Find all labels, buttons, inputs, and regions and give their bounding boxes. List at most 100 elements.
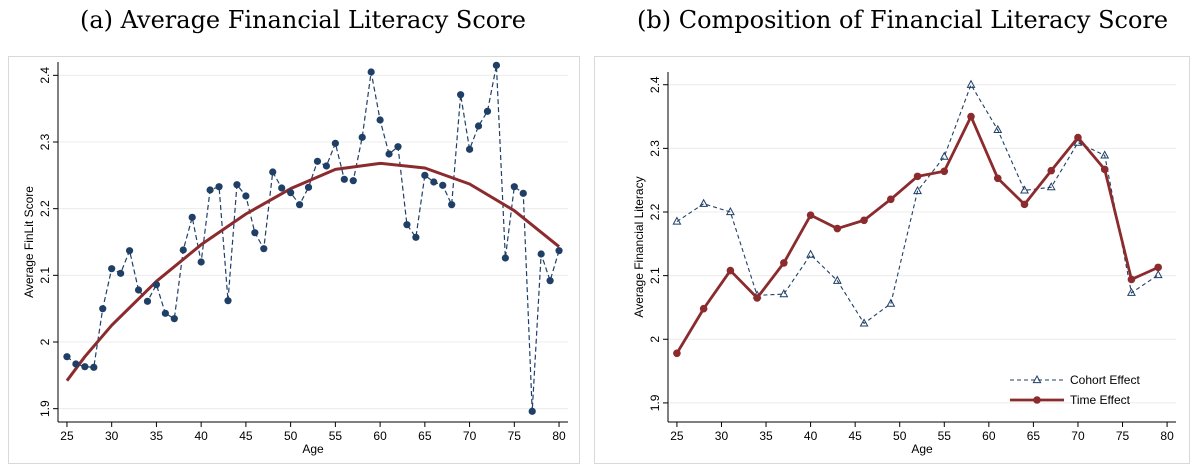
x-tick-label: 65 xyxy=(418,429,432,443)
scatter-point xyxy=(188,213,196,221)
cohort-effect-point xyxy=(806,249,816,258)
scatter-point xyxy=(358,133,366,141)
scatter-point xyxy=(430,178,438,186)
y-tick-label: 2.3 xyxy=(648,140,662,157)
cohort-effect-point xyxy=(859,318,869,327)
time-effect-point xyxy=(753,294,761,302)
fitted-curve xyxy=(65,161,560,382)
cohort-effect-line xyxy=(676,83,1159,325)
x-tick-label: 80 xyxy=(1160,429,1174,443)
legend-time-label: Time Effect xyxy=(1070,393,1131,407)
time-effect-point xyxy=(833,224,842,233)
scatter-point xyxy=(510,183,518,191)
y-axis-title: Average Financial Literacy xyxy=(632,176,646,317)
x-tick-label: 60 xyxy=(982,429,996,443)
time-effect-point xyxy=(940,167,949,176)
time-effect-point xyxy=(993,174,1002,183)
scatter-point xyxy=(546,277,554,285)
scatter-point xyxy=(170,315,178,323)
legend-cohort-label: Cohort Effect xyxy=(1070,373,1140,387)
scatter-point xyxy=(519,189,527,197)
scatter-point xyxy=(63,353,71,361)
x-tick-label: 50 xyxy=(284,429,298,443)
chart-a: 1.9 2 2.1 2.2 2.3 2.4 25 30 35 40 45 50 55 60 65 70 75 80… xyxy=(8,56,580,464)
scatter-point xyxy=(465,145,474,153)
scatter-point xyxy=(287,189,295,197)
scatter-point xyxy=(206,186,214,194)
scatter-point xyxy=(295,201,304,209)
x-tick-label: 70 xyxy=(463,429,477,443)
cohort-effect-point xyxy=(699,198,709,207)
y-tick-label: 1.9 xyxy=(38,400,52,417)
scatter-point xyxy=(117,269,125,277)
time-effect-point xyxy=(967,112,975,121)
scatter-point xyxy=(215,183,223,191)
scatter-point xyxy=(108,265,116,273)
cohort-effect-point xyxy=(993,124,1003,134)
scatter-point xyxy=(492,61,501,69)
x-tick-label: 45 xyxy=(848,429,862,443)
scatter-point xyxy=(555,247,563,255)
time-effect-point xyxy=(1127,275,1136,284)
x-tick-label: 40 xyxy=(804,429,818,443)
x-tick-label: 35 xyxy=(150,429,164,443)
cohort-effect-point xyxy=(725,206,735,216)
scatter-point xyxy=(72,360,80,368)
y-tick-label: 2 xyxy=(648,336,662,343)
y-tick-label: 2.1 xyxy=(648,267,662,284)
scatter-point xyxy=(376,116,384,124)
x-tick-label: 55 xyxy=(938,429,952,443)
scatter-point xyxy=(269,168,277,176)
scatter-point xyxy=(90,363,98,371)
cohort-effect-point xyxy=(886,298,896,307)
scatter-point xyxy=(313,157,322,165)
scatter-point xyxy=(448,201,456,209)
scatter-point xyxy=(394,143,402,151)
scatter-point xyxy=(367,68,375,76)
y-tick-label: 2.2 xyxy=(648,203,662,220)
scatter-point xyxy=(233,181,241,189)
time-effect-point xyxy=(1074,133,1082,142)
chart-frame xyxy=(8,56,580,464)
scatter-point xyxy=(278,184,286,192)
cohort-effect-point xyxy=(1020,185,1029,194)
chart-b: 1.9 2 2.1 2.2 2.3 2.4 25 30 35 40 45 50 55 60 65 70 75 80… xyxy=(594,56,1190,464)
scatter-point xyxy=(161,309,169,317)
panel-a-title: (a) Average Financial Literacy Score xyxy=(80,6,526,34)
scatter-point xyxy=(81,363,89,371)
x-tick-label: 65 xyxy=(1027,429,1041,443)
scatter-point xyxy=(99,305,107,313)
x-tick-label: 40 xyxy=(194,429,208,443)
x-tick-label: 75 xyxy=(508,429,522,443)
x-tick-label: 60 xyxy=(373,429,387,443)
scatter-point xyxy=(501,254,509,262)
cohort-effect-point xyxy=(672,216,682,225)
scatter-point xyxy=(457,91,465,99)
scatter-point xyxy=(331,139,339,147)
x-axis-title: Age xyxy=(302,442,324,456)
legend-cohort-marker xyxy=(1032,374,1042,384)
cohort-effect-point xyxy=(1126,287,1136,296)
scatter-point xyxy=(474,122,483,130)
scatter-point xyxy=(304,183,313,191)
time-effect-point xyxy=(1100,165,1109,174)
x-tick-label: 25 xyxy=(670,429,684,443)
y-tick-label: 2.3 xyxy=(38,133,52,150)
scatter-point xyxy=(537,250,545,258)
scatter-point xyxy=(251,229,259,237)
x-tick-label: 70 xyxy=(1071,429,1085,443)
y-tick-label: 2.4 xyxy=(648,76,662,93)
scatter-connector-line xyxy=(66,65,560,412)
scatter-point xyxy=(134,286,143,294)
time-effect-point xyxy=(1020,200,1029,209)
x-tick-label: 75 xyxy=(1116,429,1130,443)
x-tick-label: 35 xyxy=(759,429,773,443)
scatter-point xyxy=(260,245,268,253)
legend-time-marker xyxy=(1033,396,1041,404)
scatter-point xyxy=(421,171,429,179)
chart-frame xyxy=(594,56,1190,464)
x-axis-title: Age xyxy=(911,442,933,456)
scatter-point xyxy=(322,162,331,170)
scatter-point xyxy=(179,246,187,254)
